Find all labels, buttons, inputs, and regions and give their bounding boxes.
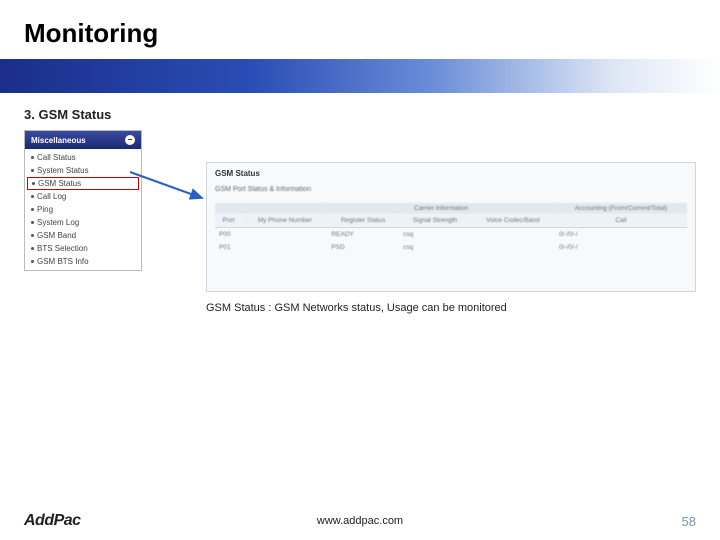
sidebar-item[interactable]: GSM Status (27, 177, 139, 190)
caption-text: GSM Status : GSM Networks status, Usage … (206, 302, 507, 314)
table-cell (242, 228, 327, 242)
gsm-status-panel: GSM Status GSM Port Status & Information… (206, 162, 696, 292)
bullet-icon (31, 247, 34, 250)
table-body: P00 READYcsq 0/-/0/-/ P01 PSDcsq 0/-/0/-/ (215, 228, 687, 255)
table-cell: csq (399, 228, 471, 242)
table-cell: READY (327, 228, 399, 242)
sidebar-item-label: GSM Status (38, 179, 81, 188)
title-bar: Monitoring (0, 0, 720, 59)
table-row: P01 PSDcsq 0/-/0/-/ (215, 241, 687, 254)
bullet-icon (31, 208, 34, 211)
panel-subtitle: GSM Port Status & Information (215, 186, 687, 193)
table-cell: P00 (215, 228, 242, 242)
content-area: Miscellaneous − Call Status System Status… (0, 130, 720, 330)
sidebar-item-label: Call Log (37, 192, 66, 201)
group-header-cell: Carrier Information (327, 203, 555, 214)
table-cell (471, 228, 555, 242)
table-column-header: PortMy Phone NumberRegister StatusSignal… (215, 214, 687, 228)
sidebar-miscellaneous: Miscellaneous − Call Status System Status… (24, 130, 142, 271)
table-cell (471, 241, 555, 254)
sidebar-item[interactable]: Ping (25, 203, 141, 216)
table-cell: PSD (327, 241, 399, 254)
sidebar-item-label: Call Status (37, 153, 76, 162)
column-header-cell: Signal Strength (399, 214, 471, 228)
sidebar-item[interactable]: System Log (25, 216, 141, 229)
sidebar-item[interactable]: BTS Selection (25, 242, 141, 255)
footer: AddPac www.addpac.com 58 (0, 512, 720, 530)
sidebar-header[interactable]: Miscellaneous − (25, 131, 141, 149)
sidebar-item-label: GSM BTS Info (37, 257, 89, 266)
column-header-cell: My Phone Number (242, 214, 327, 228)
bullet-icon (31, 260, 34, 263)
column-header-cell: Register Status (327, 214, 399, 228)
sidebar-header-label: Miscellaneous (31, 136, 86, 145)
bullet-icon (31, 221, 34, 224)
table-cell: 0/-/0/-/ (555, 228, 687, 242)
bullet-icon (31, 234, 34, 237)
group-header-cell: Accounting (From/Current/Total) (555, 203, 687, 214)
table-cell: csq (399, 241, 471, 254)
table-row: P00 READYcsq 0/-/0/-/ (215, 228, 687, 242)
sidebar-item[interactable]: GSM Band (25, 229, 141, 242)
sidebar-list: Call Status System Status GSM Status Call L… (25, 149, 141, 270)
column-header-cell: Call (555, 214, 687, 228)
sidebar-item-label: System Status (37, 166, 89, 175)
column-header-cell: Voice Codec/Band (471, 214, 555, 228)
table-cell: 0/-/0/-/ (555, 241, 687, 254)
bullet-icon (31, 156, 34, 159)
group-header-cell (215, 203, 327, 214)
gradient-band (0, 59, 720, 93)
sidebar-item[interactable]: Call Log (25, 190, 141, 203)
status-table: Carrier InformationAccounting (From/Curr… (215, 203, 687, 254)
column-header-cell: Port (215, 214, 242, 228)
bullet-icon (32, 182, 35, 185)
bullet-icon (31, 169, 34, 172)
footer-url: www.addpac.com (317, 515, 403, 527)
sidebar-item-label: Ping (37, 205, 53, 214)
bullet-icon (31, 195, 34, 198)
collapse-icon[interactable]: − (125, 135, 135, 145)
page-number: 58 (682, 514, 696, 529)
table-cell: P01 (215, 241, 242, 254)
sidebar-item-label: BTS Selection (37, 244, 88, 253)
page-title: Monitoring (24, 18, 696, 49)
table-group-header: Carrier InformationAccounting (From/Curr… (215, 203, 687, 214)
panel-title: GSM Status (215, 169, 687, 178)
sidebar-item[interactable]: Call Status (25, 151, 141, 164)
logo: AddPac (24, 512, 81, 530)
sidebar-item[interactable]: GSM BTS Info (25, 255, 141, 268)
sidebar-item-label: System Log (37, 218, 79, 227)
sidebar-item-label: GSM Band (37, 231, 76, 240)
section-label: 3. GSM Status (0, 93, 720, 130)
sidebar-item[interactable]: System Status (25, 164, 141, 177)
table-cell (242, 241, 327, 254)
